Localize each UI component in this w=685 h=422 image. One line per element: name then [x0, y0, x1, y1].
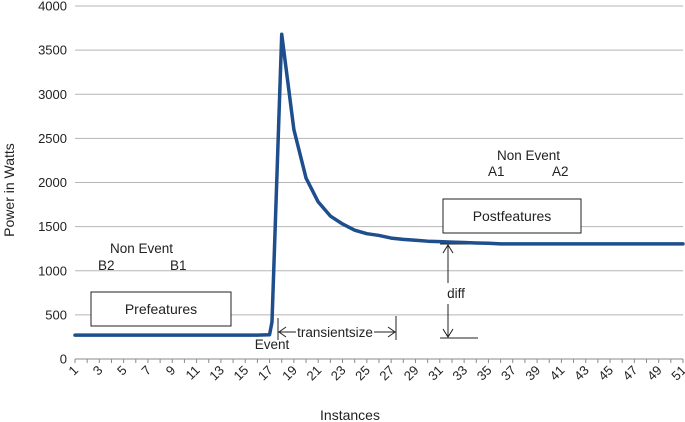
- horizontal-gridlines: [75, 5, 683, 316]
- y-tick-label: 1000: [38, 263, 67, 278]
- x-tick-label: 17: [255, 363, 276, 384]
- y-axis-title: Power in Watts: [1, 143, 17, 237]
- x-tick-label: 25: [352, 363, 373, 384]
- a1-label: A1: [488, 164, 505, 179]
- event-label: Event: [255, 337, 290, 352]
- transient-arrowhead-right: [387, 326, 396, 338]
- y-tick-label: 500: [45, 307, 67, 322]
- b2-label: B2: [98, 258, 115, 273]
- x-tick-label: 11: [183, 363, 203, 383]
- x-tick-label: 13: [206, 363, 227, 384]
- prefeatures-box: [90, 291, 232, 327]
- x-tick-label: 45: [595, 363, 616, 384]
- b1-label: B1: [170, 258, 187, 273]
- x-tick-label: 29: [401, 363, 422, 384]
- x-tick-label: 39: [522, 363, 543, 384]
- x-tick-label: 3: [90, 363, 106, 379]
- x-tick-label: 31: [425, 363, 446, 384]
- transientsize-label: transientsize: [297, 325, 373, 340]
- x-tick-label: 7: [138, 363, 154, 379]
- diff-arrowhead-top: [442, 244, 454, 254]
- y-tick-label: 3000: [38, 87, 67, 102]
- x-tick-label: 35: [474, 363, 495, 384]
- x-tick-marks: [74, 359, 684, 363]
- y-tick-label: 4000: [38, 0, 67, 14]
- postfeatures-label: Postfeatures: [473, 208, 552, 224]
- x-tick-label: 21: [303, 363, 324, 384]
- y-tick-label: 0: [60, 352, 67, 367]
- prefeatures-label: Prefeatures: [125, 301, 197, 317]
- x-tick-label: 47: [620, 363, 641, 384]
- x-tick-label: 37: [498, 363, 519, 384]
- diff-label: diff: [447, 286, 465, 301]
- x-axis-title: Instances: [320, 407, 380, 422]
- x-tick-label: 9: [163, 363, 179, 379]
- x-tick-label: 1: [65, 363, 81, 379]
- y-tick-label: 3500: [38, 43, 67, 58]
- y-tick-labels: 0 500 1000 1500 2000 2500 3000 3500 4000: [38, 0, 67, 367]
- x-tick-labels: 1 3 5 7 9 11 13 15 17 19 21 23 25 27 29 31 33 35 37 39 41 43 4…: [65, 363, 685, 384]
- non-event-label-before: Non Event: [110, 241, 173, 256]
- y-tick-label: 1500: [38, 219, 67, 234]
- power-series-line: [73, 32, 685, 337]
- x-tick-label: 33: [449, 363, 470, 384]
- y-tick-label: 2000: [38, 175, 67, 190]
- x-tick-label: 23: [328, 363, 349, 384]
- x-tick-label: 41: [547, 363, 568, 384]
- x-tick-label: 43: [571, 363, 592, 384]
- a2-label: A2: [552, 164, 569, 179]
- non-event-label-after: Non Event: [497, 148, 560, 163]
- transient-arrowhead-left: [278, 326, 287, 338]
- x-tick-label: 15: [231, 363, 252, 384]
- x-tick-label: 51: [668, 363, 685, 384]
- x-tick-label: 49: [644, 363, 665, 384]
- diff-arrowhead-bottom: [442, 328, 454, 338]
- x-tick-label: 19: [279, 363, 300, 384]
- x-tick-label: 27: [376, 363, 397, 384]
- y-tick-label: 2500: [38, 131, 67, 146]
- postfeatures-box: [442, 198, 582, 234]
- x-tick-label: 5: [114, 363, 130, 379]
